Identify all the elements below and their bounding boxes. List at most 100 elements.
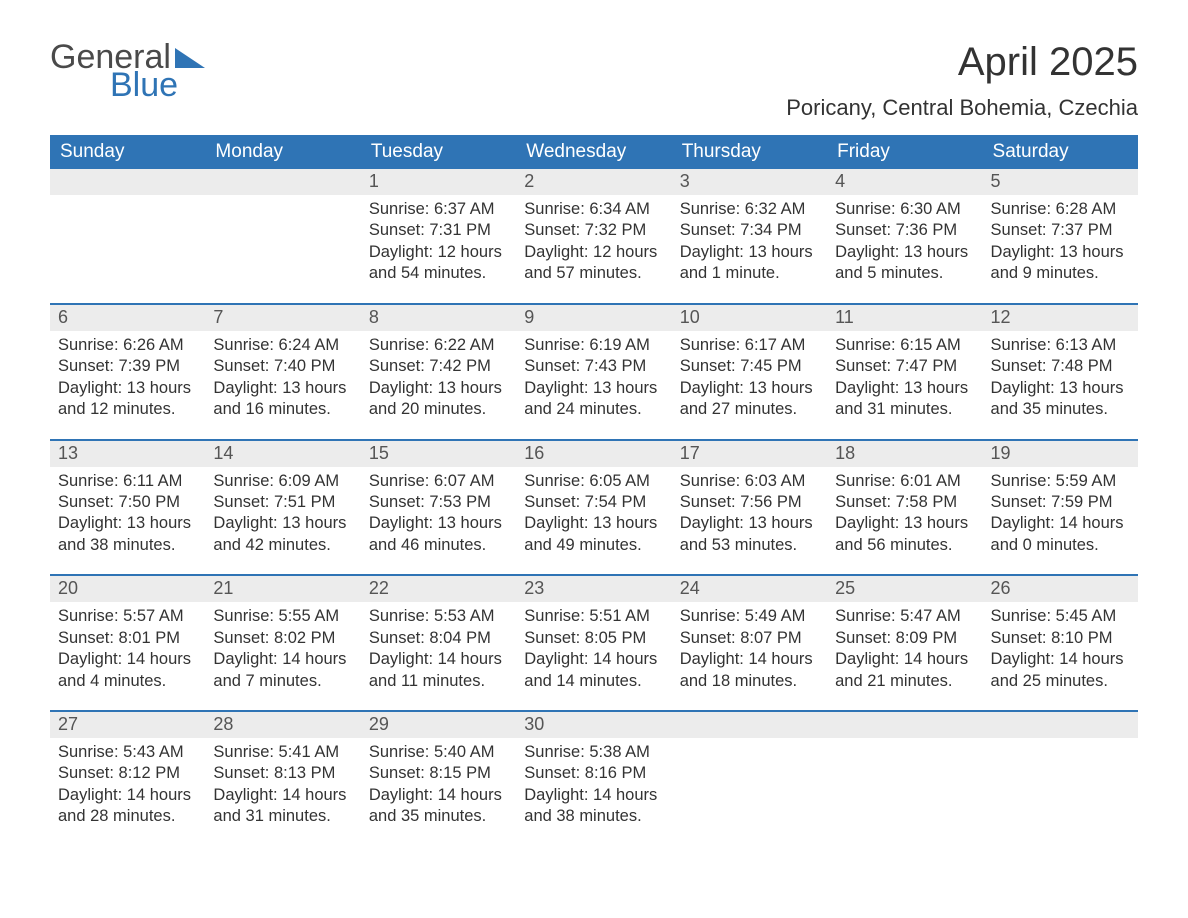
sunrise-text: Sunrise: 5:38 AM [524, 742, 663, 763]
sunrise-text: Sunrise: 5:41 AM [213, 742, 352, 763]
sunset-text: Sunset: 8:02 PM [213, 628, 352, 649]
calendar-day-content: Sunrise: 5:41 AMSunset: 8:13 PMDaylight:… [205, 738, 360, 836]
calendar-header-row: SundayMondayTuesdayWednesdayThursdayFrid… [50, 135, 1138, 169]
calendar-date-number: 11 [827, 305, 982, 331]
calendar-date-number: 23 [516, 576, 671, 602]
sunrise-text: Sunrise: 6:11 AM [58, 471, 197, 492]
calendar-date-number [983, 712, 1138, 738]
sunset-text: Sunset: 7:32 PM [524, 220, 663, 241]
calendar-day-content: Sunrise: 6:11 AMSunset: 7:50 PMDaylight:… [50, 467, 205, 565]
daylight-text: Daylight: 13 hours and 1 minute. [680, 242, 819, 285]
sunrise-text: Sunrise: 5:40 AM [369, 742, 508, 763]
calendar-date-number: 26 [983, 576, 1138, 602]
calendar-day: 13Sunrise: 6:11 AMSunset: 7:50 PMDayligh… [50, 441, 205, 565]
sunset-text: Sunset: 7:39 PM [58, 356, 197, 377]
calendar-day: 7Sunrise: 6:24 AMSunset: 7:40 PMDaylight… [205, 305, 360, 429]
calendar-date-number: 25 [827, 576, 982, 602]
sunset-text: Sunset: 8:09 PM [835, 628, 974, 649]
calendar-day: 19Sunrise: 5:59 AMSunset: 7:59 PMDayligh… [983, 441, 1138, 565]
calendar-date-number: 30 [516, 712, 671, 738]
sunrise-text: Sunrise: 5:57 AM [58, 606, 197, 627]
sunset-text: Sunset: 8:10 PM [991, 628, 1130, 649]
calendar-day-content [672, 738, 827, 750]
sunrise-text: Sunrise: 5:55 AM [213, 606, 352, 627]
sunset-text: Sunset: 8:04 PM [369, 628, 508, 649]
daylight-text: Daylight: 13 hours and 42 minutes. [213, 513, 352, 556]
calendar-date-number: 8 [361, 305, 516, 331]
daylight-text: Daylight: 14 hours and 21 minutes. [835, 649, 974, 692]
sunset-text: Sunset: 8:16 PM [524, 763, 663, 784]
sunrise-text: Sunrise: 6:32 AM [680, 199, 819, 220]
calendar-day: 30 Sunrise: 5:38 AMSunset: 8:16 PMDayligh… [516, 712, 671, 836]
sunrise-text: Sunrise: 6:22 AM [369, 335, 508, 356]
calendar-day [672, 712, 827, 836]
calendar-day-content [983, 738, 1138, 750]
sunset-text: Sunset: 7:59 PM [991, 492, 1130, 513]
calendar-day: 17Sunrise: 6:03 AMSunset: 7:56 PMDayligh… [672, 441, 827, 565]
calendar-day-content: Sunrise: 6:17 AMSunset: 7:45 PMDaylight:… [672, 331, 827, 429]
sunset-text: Sunset: 8:12 PM [58, 763, 197, 784]
sunrise-text: Sunrise: 6:28 AM [991, 199, 1130, 220]
calendar-day-content: Sunrise: 5:47 AMSunset: 8:09 PMDaylight:… [827, 602, 982, 700]
daylight-text: Daylight: 13 hours and 38 minutes. [58, 513, 197, 556]
calendar-day: 2Sunrise: 6:34 AMSunset: 7:32 PMDaylight… [516, 169, 671, 293]
calendar-day: 29Sunrise: 5:40 AMSunset: 8:15 PMDayligh… [361, 712, 516, 836]
daylight-text: Daylight: 13 hours and 46 minutes. [369, 513, 508, 556]
calendar-date-number: 24 [672, 576, 827, 602]
calendar-day-content: Sunrise: 6:09 AMSunset: 7:51 PMDaylight:… [205, 467, 360, 565]
calendar-day: 14Sunrise: 6:09 AMSunset: 7:51 PMDayligh… [205, 441, 360, 565]
sunrise-text: Sunrise: 6:24 AM [213, 335, 352, 356]
calendar-day-content [50, 195, 205, 207]
calendar-day [983, 712, 1138, 836]
daylight-text: Daylight: 14 hours and 38 minutes. [524, 785, 663, 828]
calendar-day: 23Sunrise: 5:51 AMSunset: 8:05 PMDayligh… [516, 576, 671, 700]
calendar-day-content: Sunrise: 6:19 AMSunset: 7:43 PMDaylight:… [516, 331, 671, 429]
sunset-text: Sunset: 8:07 PM [680, 628, 819, 649]
calendar-date-number: 1 [361, 169, 516, 195]
calendar-day-content: Sunrise: 5:59 AMSunset: 7:59 PMDaylight:… [983, 467, 1138, 565]
calendar-date-number: 28 [205, 712, 360, 738]
calendar-day-content: Sunrise: 6:30 AMSunset: 7:36 PMDaylight:… [827, 195, 982, 293]
calendar-date-number: 21 [205, 576, 360, 602]
calendar-header-cell: Thursday [672, 135, 827, 169]
daylight-text: Daylight: 13 hours and 5 minutes. [835, 242, 974, 285]
calendar-date-number: 16 [516, 441, 671, 467]
sunrise-text: Sunrise: 5:51 AM [524, 606, 663, 627]
sunset-text: Sunset: 7:48 PM [991, 356, 1130, 377]
daylight-text: Daylight: 12 hours and 57 minutes. [524, 242, 663, 285]
sunset-text: Sunset: 7:47 PM [835, 356, 974, 377]
calendar-header-cell: Wednesday [516, 135, 671, 169]
daylight-text: Daylight: 14 hours and 25 minutes. [991, 649, 1130, 692]
sunrise-text: Sunrise: 6:37 AM [369, 199, 508, 220]
calendar-day-content: Sunrise: 6:05 AMSunset: 7:54 PMDaylight:… [516, 467, 671, 565]
sunrise-text: Sunrise: 5:43 AM [58, 742, 197, 763]
calendar-day: 12Sunrise: 6:13 AMSunset: 7:48 PMDayligh… [983, 305, 1138, 429]
sunrise-text: Sunrise: 6:09 AM [213, 471, 352, 492]
daylight-text: Daylight: 13 hours and 12 minutes. [58, 378, 197, 421]
daylight-text: Daylight: 14 hours and 35 minutes. [369, 785, 508, 828]
calendar-week: 1Sunrise: 6:37 AMSunset: 7:31 PMDaylight… [50, 169, 1138, 293]
calendar-date-number: 5 [983, 169, 1138, 195]
calendar-date-number: 7 [205, 305, 360, 331]
daylight-text: Daylight: 13 hours and 56 minutes. [835, 513, 974, 556]
calendar-day [50, 169, 205, 293]
sunset-text: Sunset: 7:50 PM [58, 492, 197, 513]
daylight-text: Daylight: 13 hours and 9 minutes. [991, 242, 1130, 285]
calendar-day: 9Sunrise: 6:19 AMSunset: 7:43 PMDaylight… [516, 305, 671, 429]
daylight-text: Daylight: 13 hours and 16 minutes. [213, 378, 352, 421]
daylight-text: Daylight: 12 hours and 54 minutes. [369, 242, 508, 285]
calendar-date-number: 19 [983, 441, 1138, 467]
calendar-header-cell: Tuesday [361, 135, 516, 169]
sunrise-text: Sunrise: 6:07 AM [369, 471, 508, 492]
calendar-date-number: 13 [50, 441, 205, 467]
sunrise-text: Sunrise: 6:26 AM [58, 335, 197, 356]
calendar-header-cell: Sunday [50, 135, 205, 169]
calendar-day [205, 169, 360, 293]
daylight-text: Daylight: 14 hours and 14 minutes. [524, 649, 663, 692]
sunset-text: Sunset: 7:37 PM [991, 220, 1130, 241]
calendar-day: 8Sunrise: 6:22 AMSunset: 7:42 PMDaylight… [361, 305, 516, 429]
calendar-day-content: Sunrise: 6:03 AMSunset: 7:56 PMDaylight:… [672, 467, 827, 565]
calendar-day-content: Sunrise: 6:01 AMSunset: 7:58 PMDaylight:… [827, 467, 982, 565]
sunset-text: Sunset: 8:01 PM [58, 628, 197, 649]
calendar-date-number [827, 712, 982, 738]
